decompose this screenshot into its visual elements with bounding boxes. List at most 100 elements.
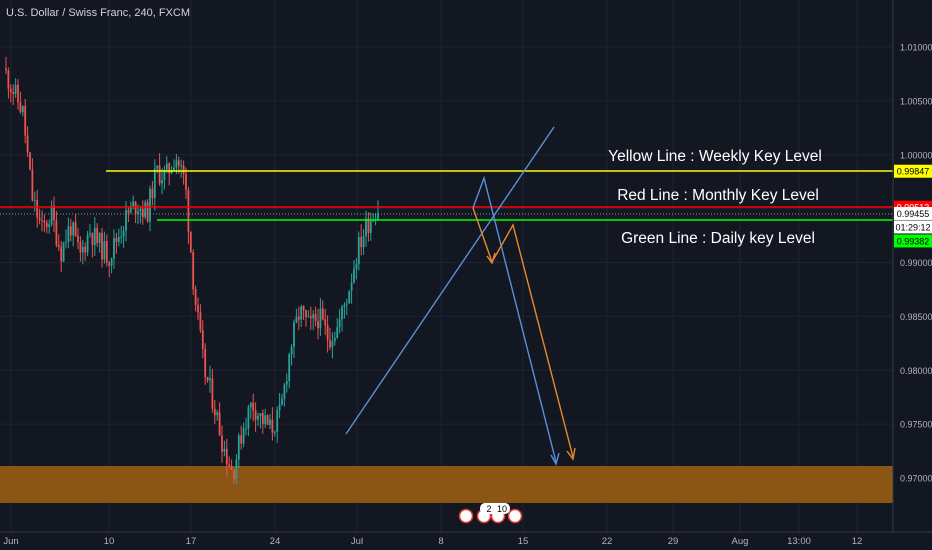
candle-body: [281, 398, 283, 405]
demand-zone: [0, 466, 893, 503]
candle-body: [360, 236, 363, 248]
candle-body: [65, 241, 67, 243]
candle-body: [290, 346, 293, 355]
candle-body: [108, 262, 111, 266]
blue-trendline[interactable]: [345, 126, 555, 435]
candle-body: [91, 233, 94, 246]
y-tick-label: 0.97000: [900, 474, 932, 484]
candle-body: [173, 167, 175, 171]
candle-body: [228, 464, 231, 467]
annotation-labels: Yellow Line : Weekly Key Level Red Line …: [608, 148, 822, 247]
candle-body: [367, 218, 370, 234]
candle-body: [141, 208, 144, 218]
candle-body: [5, 68, 7, 71]
flag-event-icon[interactable]: [458, 508, 474, 524]
candle-body: [93, 227, 96, 246]
candle-body: [86, 234, 89, 253]
blue-arrowhead: [550, 452, 560, 466]
candle-body: [259, 413, 262, 417]
candle-body: [134, 201, 137, 215]
y-tick-label: 0.98000: [900, 366, 932, 376]
candle-body: [149, 188, 151, 222]
candle-body: [300, 306, 303, 320]
x-tick-label: 22: [602, 536, 613, 547]
candle-body: [168, 163, 171, 174]
candle-body: [293, 322, 295, 347]
candle-body: [43, 220, 46, 223]
candle-body: [355, 263, 358, 269]
flag-event-icon[interactable]: [507, 508, 523, 524]
candle-body: [285, 380, 288, 385]
event-count-badge[interactable]: [480, 503, 510, 514]
candle-body: [72, 222, 75, 236]
candle-body: [233, 469, 235, 479]
x-tick-label: 8: [438, 536, 443, 547]
x-tick-label: 13:00: [787, 536, 811, 547]
candle-body: [365, 218, 367, 237]
candle-body: [247, 407, 250, 429]
candle-body: [29, 152, 31, 170]
orange-projection-arrow[interactable]: [472, 207, 574, 458]
y-tick-label: 1.00000: [900, 150, 932, 160]
candle-body: [151, 188, 154, 199]
candle-body: [194, 289, 197, 306]
event-count-badge-label-2: 10: [497, 504, 507, 514]
candle-body: [249, 402, 252, 408]
candle-body: [120, 236, 123, 238]
candle-body: [81, 247, 84, 253]
candle-body: [125, 210, 127, 231]
orange-arrowhead: [566, 447, 576, 461]
candle-body: [288, 354, 291, 381]
candle-body: [115, 238, 118, 243]
candle-body: [103, 240, 106, 260]
candle-body: [312, 314, 315, 318]
candle-body: [235, 459, 238, 479]
candle-body: [117, 236, 120, 243]
candle-body: [197, 305, 199, 313]
candle-body: [216, 412, 219, 416]
candle-body: [218, 412, 221, 436]
price-badge-label: 0.99847: [897, 167, 930, 177]
price-badge: [894, 220, 932, 234]
candle-body: [245, 428, 247, 430]
trend-drawings: [345, 126, 576, 466]
candle-body: [33, 199, 36, 201]
candle-body: [221, 435, 223, 452]
candle-body: [341, 306, 343, 320]
candle-body: [26, 135, 29, 153]
candle-body: [264, 415, 267, 425]
candle-body: [257, 416, 259, 420]
candle-body: [165, 163, 168, 170]
candle-body: [362, 236, 365, 248]
candle-body: [74, 222, 77, 236]
blue-projection-arrow[interactable]: [472, 175, 557, 463]
x-tick-label: 10: [104, 536, 115, 547]
y-tick-label: 1.01000: [900, 43, 932, 53]
candle-body: [7, 70, 10, 89]
candle-body: [36, 199, 39, 218]
candle-body: [50, 205, 53, 225]
candle-body: [139, 208, 142, 212]
candle-body: [175, 160, 178, 168]
candle-body: [156, 165, 159, 169]
y-tick-label: 0.98500: [900, 312, 932, 322]
x-tick-label: 12: [852, 536, 863, 547]
price-badge-label: 0.99382: [897, 236, 930, 246]
candle-body: [180, 165, 183, 167]
candle-body: [237, 435, 240, 460]
candle-body: [132, 201, 135, 206]
y-tick-label: 0.97500: [900, 420, 932, 430]
candle-body: [45, 222, 48, 227]
candle-body: [273, 431, 276, 433]
candle-body: [252, 402, 255, 411]
candle-body: [110, 258, 113, 266]
candle-body: [24, 105, 27, 136]
price-badge-label: 0.99455: [897, 209, 930, 219]
candle-body: [223, 448, 226, 452]
candle-body: [345, 303, 348, 305]
candle-body: [329, 339, 331, 348]
candle-body: [182, 165, 185, 175]
candle-body: [113, 238, 115, 259]
